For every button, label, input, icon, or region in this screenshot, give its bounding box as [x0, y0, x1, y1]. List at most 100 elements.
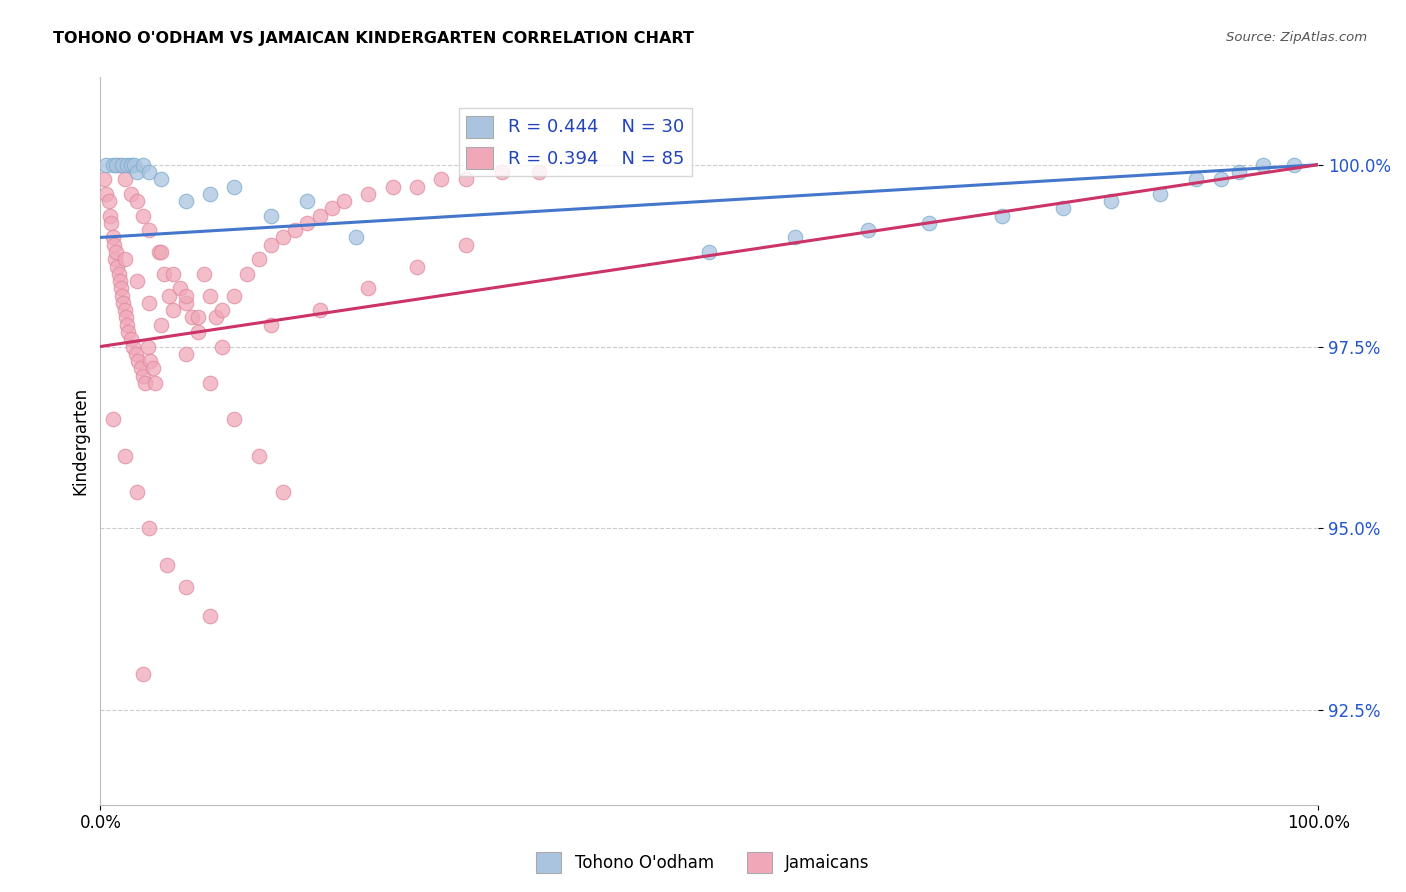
Point: [101, 412, 124, 426]
Point: [132, 209, 155, 223]
Point: [174, 288, 197, 302]
Point: [104, 252, 127, 267]
Point: [224, 412, 246, 426]
Point: [132, 368, 155, 383]
Point: [142, 361, 165, 376]
Point: [357, 281, 380, 295]
Point: [406, 179, 429, 194]
Point: [125, 274, 148, 288]
Point: [1227, 165, 1250, 179]
Point: [132, 158, 155, 172]
Point: [120, 158, 142, 172]
Point: [198, 186, 221, 201]
Point: [101, 158, 124, 172]
Point: [114, 303, 136, 318]
Point: [454, 172, 477, 186]
Point: [143, 376, 166, 390]
Point: [187, 325, 209, 339]
Point: [180, 310, 202, 325]
Point: [1099, 194, 1122, 208]
Point: [129, 361, 152, 376]
Point: [105, 244, 128, 259]
Legend: R = 0.444    N = 30, R = 0.394    N = 85: R = 0.444 N = 30, R = 0.394 N = 85: [460, 108, 692, 176]
Point: [430, 172, 453, 186]
Point: [150, 318, 173, 332]
Point: [271, 485, 294, 500]
Point: [211, 303, 233, 318]
Point: [174, 347, 197, 361]
Point: [117, 325, 139, 339]
Point: [308, 209, 330, 223]
Point: [1209, 172, 1232, 186]
Point: [205, 310, 228, 325]
Point: [198, 288, 221, 302]
Point: [114, 172, 136, 186]
Text: Source: ZipAtlas.com: Source: ZipAtlas.com: [1226, 31, 1367, 45]
Point: [297, 216, 319, 230]
Point: [114, 449, 136, 463]
Point: [111, 158, 134, 172]
Point: [115, 318, 138, 332]
Point: [187, 310, 209, 325]
Point: [125, 485, 148, 500]
Point: [174, 580, 197, 594]
Point: [856, 223, 879, 237]
Point: [235, 267, 257, 281]
Point: [193, 267, 215, 281]
Point: [107, 267, 129, 281]
Point: [120, 332, 142, 346]
Point: [124, 347, 146, 361]
Point: [136, 339, 159, 353]
Point: [990, 209, 1012, 223]
Point: [381, 179, 404, 194]
Point: [284, 223, 307, 237]
Point: [1253, 158, 1275, 172]
Point: [198, 608, 221, 623]
Text: TOHONO O'ODHAM VS JAMAICAN KINDERGARTEN CORRELATION CHART: TOHONO O'ODHAM VS JAMAICAN KINDERGARTEN …: [53, 31, 695, 46]
Point: [697, 244, 720, 259]
Point: [115, 310, 138, 325]
Point: [125, 194, 148, 208]
Point: [271, 230, 294, 244]
Point: [157, 288, 180, 302]
Point: [224, 179, 246, 194]
Point: [783, 230, 806, 244]
Point: [138, 296, 160, 310]
Point: [491, 165, 513, 179]
Point: [174, 296, 197, 310]
Point: [125, 165, 148, 179]
Point: [138, 223, 160, 237]
Point: [127, 354, 149, 368]
Point: [103, 237, 125, 252]
Point: [156, 558, 179, 572]
Point: [297, 194, 319, 208]
Point: [321, 202, 343, 216]
Point: [132, 666, 155, 681]
Point: [260, 318, 283, 332]
Point: [169, 281, 191, 295]
Point: [138, 521, 160, 535]
Point: [406, 260, 429, 274]
Point: [138, 165, 160, 179]
Point: [120, 186, 142, 201]
Point: [122, 339, 145, 353]
Point: [96, 186, 118, 201]
Point: [150, 244, 173, 259]
Point: [115, 158, 138, 172]
Point: [260, 237, 283, 252]
Legend: Tohono O'odham, Jamaicans: Tohono O'odham, Jamaicans: [530, 846, 876, 880]
Point: [247, 449, 270, 463]
Point: [124, 158, 146, 172]
Point: [152, 267, 174, 281]
Point: [260, 209, 283, 223]
Point: [917, 216, 939, 230]
Point: [112, 296, 135, 310]
Point: [344, 230, 367, 244]
Point: [100, 216, 122, 230]
Point: [150, 172, 173, 186]
Y-axis label: Kindergarten: Kindergarten: [72, 387, 89, 495]
Point: [97, 194, 120, 208]
Point: [105, 158, 128, 172]
Point: [211, 339, 233, 353]
Point: [454, 237, 477, 252]
